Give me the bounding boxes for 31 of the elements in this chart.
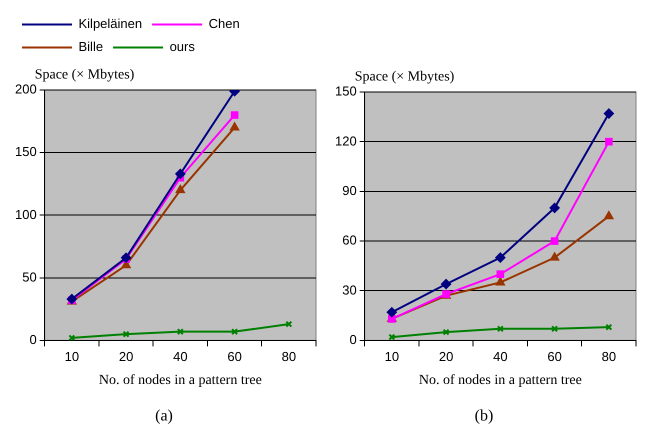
x-tick-label: 80: [282, 348, 296, 364]
y-tick-label: 90: [342, 182, 357, 198]
y-tick-label: 50: [22, 269, 37, 284]
legend-label: Kilpeläinen: [78, 16, 142, 32]
legend-label: Chen: [208, 16, 240, 32]
y-tick-label: 200: [14, 82, 37, 97]
x-tick-label: 20: [118, 348, 134, 364]
legend-label: Bille: [78, 39, 104, 54]
x-axis-title: No. of nodes in a pattern tree: [98, 373, 262, 388]
text: (b): [474, 408, 494, 425]
y-tick-label: 150: [14, 144, 37, 160]
text: (a): [155, 408, 173, 425]
x-tick-label: 40: [493, 348, 508, 364]
y-tick-label: 120: [334, 133, 357, 148]
y-tick-label: 0: [29, 332, 37, 347]
y-tick-label: 60: [342, 232, 357, 248]
x-tick-label: 80: [602, 348, 616, 364]
x-tick-label: 20: [438, 348, 454, 364]
x-tick-label: 10: [64, 348, 80, 364]
x-tick-label: 60: [227, 348, 242, 364]
y-tick-label: 100: [14, 206, 37, 222]
x-tick-label: 60: [547, 348, 562, 364]
x-axis-title: No. of nodes in a pattern tree: [418, 373, 582, 388]
legend-label: ours: [170, 39, 196, 54]
x-tick-label: 40: [173, 348, 188, 364]
y-tick-label: 150: [334, 84, 357, 99]
x-tick-label: 10: [384, 348, 400, 364]
y-tick-label: 0: [349, 332, 357, 347]
y-axis-title: Space (× Mbytes): [34, 68, 135, 83]
y-axis-title: Space (× Mbytes): [354, 70, 455, 85]
y-tick-label: 30: [342, 282, 357, 298]
